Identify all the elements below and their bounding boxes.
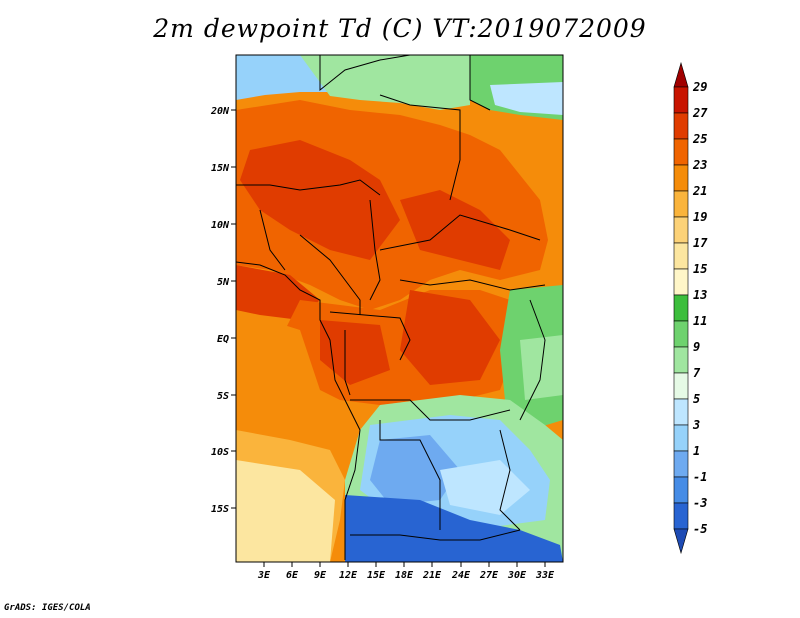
- colorbar-label: -3: [693, 496, 707, 510]
- lon-tick-label: 3E: [257, 570, 271, 581]
- lat-tick-label: 5S: [217, 391, 229, 402]
- lat-tick-label: 15S: [211, 504, 229, 515]
- border-9: [329, 311, 411, 361]
- border-3: [236, 179, 381, 196]
- colorbar-segment: [673, 242, 689, 270]
- colorbar-segment: [673, 450, 689, 478]
- border-7: [379, 214, 541, 251]
- border-11: [350, 399, 511, 421]
- lat-tick-label: 5N: [217, 277, 230, 288]
- boundaries: [236, 55, 546, 560]
- lon-tick-label: 9E: [314, 570, 327, 581]
- border-2: [379, 94, 461, 201]
- lat-tick-label: EQ: [217, 334, 229, 345]
- field-core-red-1: [240, 140, 400, 260]
- field-core-red-2: [400, 190, 510, 270]
- colorbar-segment: [673, 138, 689, 166]
- colorbar-segment: [673, 216, 689, 244]
- colorbar-label: 9: [693, 340, 700, 354]
- border-15: [519, 299, 546, 421]
- lon-tick-label: 18E: [395, 570, 414, 581]
- colorbar-segment: [673, 164, 689, 192]
- lat-axis: 20N 15N 10N 5N EQ 5S 10S 15S: [210, 106, 236, 515]
- border-4: [259, 209, 286, 271]
- colorbar-label: -5: [693, 522, 707, 536]
- field-ne-blue: [490, 82, 563, 115]
- colorbar-segment: [673, 294, 689, 322]
- colorbar-bottom-arrow: [673, 528, 689, 555]
- field-gabon-red: [320, 320, 390, 385]
- colorbar-segment: [673, 86, 689, 114]
- field-atlantic-orange: [236, 310, 330, 440]
- colorbar-label: 23: [692, 158, 707, 172]
- grads-credit: GrADS: IGES/COLA: [4, 603, 91, 613]
- border-16: [236, 261, 361, 560]
- colorbar-label: 13: [693, 288, 707, 302]
- border-1: [319, 55, 411, 92]
- border-17: [469, 55, 491, 111]
- colorbar-label: 25: [692, 132, 707, 146]
- border-10: [344, 330, 351, 396]
- colorbar-segment: [673, 424, 689, 452]
- field-south-mid: [440, 460, 530, 515]
- border-12: [379, 420, 441, 530]
- border-13: [350, 529, 521, 541]
- colorbar-label: 15: [693, 262, 707, 276]
- border-8: [399, 279, 546, 291]
- lon-tick-label: 21E: [422, 570, 442, 581]
- colorbar-label: -1: [693, 470, 707, 484]
- colorbar-label: 3: [692, 418, 700, 432]
- colorbar-segment: [673, 320, 689, 348]
- colorbar-segment: [673, 476, 689, 504]
- lon-tick-label: 30E: [507, 570, 527, 581]
- lat-tick-label: 20N: [210, 106, 230, 117]
- colorbar-segment: [673, 502, 689, 530]
- colorbar-top-arrow: [673, 61, 689, 88]
- field-congo-red: [400, 290, 500, 385]
- lon-tick-label: 15E: [367, 570, 386, 581]
- chart-title: 2m dewpoint Td (C) VT:2019072009: [153, 14, 647, 43]
- lon-tick-label: 24E: [451, 570, 471, 581]
- lat-tick-label: 15N: [211, 163, 230, 174]
- colorbar-segment: [673, 398, 689, 426]
- map-frame: [235, 54, 564, 563]
- colorbar-label: 21: [692, 184, 707, 198]
- colorbar-label: 7: [693, 366, 701, 380]
- colorbar-label: 11: [693, 314, 707, 328]
- lon-tick-label: 12E: [339, 570, 358, 581]
- lat-tick-label: 10S: [211, 447, 229, 458]
- lon-axis: 3E 6E 9E 12E 15E 18E 21E 24E 27E 30E 33E: [257, 562, 555, 581]
- colorbar-label: 17: [693, 236, 708, 250]
- colorbar-label: 1: [693, 444, 700, 458]
- border-14: [499, 429, 521, 531]
- dewpoint-field: [236, 55, 563, 562]
- border-6: [369, 199, 381, 301]
- colorbar: 29 27 25 23 21 19 17 15 13 11 9 7 5 3 1 -1 -3 -5: [673, 61, 708, 555]
- border-5: [299, 234, 361, 315]
- field-atlantic-yellow: [236, 460, 335, 562]
- lon-tick-label: 6E: [286, 570, 299, 581]
- field-south-deep: [345, 495, 563, 562]
- colorbar-segment: [673, 190, 689, 218]
- lat-tick-label: 10N: [211, 220, 230, 231]
- colorbar-segment: [673, 268, 689, 296]
- colorbar-segment: [673, 346, 689, 374]
- field-south-blue: [370, 435, 460, 505]
- lon-tick-label: 33E: [535, 570, 555, 581]
- lon-tick-label: 27E: [479, 570, 499, 581]
- colorbar-label: 29: [692, 80, 707, 94]
- colorbar-segment: [673, 112, 689, 140]
- colorbar-label: 27: [692, 106, 708, 120]
- colorbar-segment: [673, 372, 689, 400]
- colorbar-label: 19: [693, 210, 707, 224]
- field-sahara-green: [300, 55, 470, 110]
- colorbar-label: 5: [693, 392, 700, 406]
